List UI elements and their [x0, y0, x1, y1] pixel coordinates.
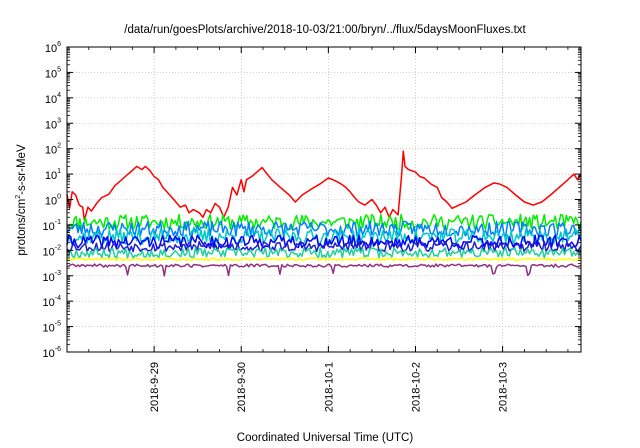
- y-tick-exponent: -3: [55, 270, 61, 277]
- y-axis-label-sup: 2: [15, 195, 22, 199]
- x-axis-label: Coordinated Universal Time (UTC): [237, 432, 414, 444]
- y-tick-label: 103: [45, 117, 61, 131]
- y-axis-label-post: -s-sr-MeV: [16, 144, 28, 195]
- y-tick-label: 101: [45, 168, 61, 182]
- y-tick-exponent: 4: [57, 92, 61, 99]
- x-tick-label: 2018-10-1: [323, 362, 335, 412]
- y-tick-label: 10-6: [43, 346, 62, 360]
- y-tick-base: 10: [43, 323, 55, 335]
- x-tick-label: 2018-10-2: [410, 362, 422, 412]
- series-line-9: [66, 263, 582, 277]
- y-tick-label: 102: [45, 143, 61, 157]
- series-line-6: [66, 240, 582, 253]
- y-tick-base: 10: [43, 246, 55, 258]
- y-axis-label: protons/cm2-s-sr-MeV: [15, 144, 28, 256]
- y-tick-base: 10: [45, 170, 57, 182]
- x-tick-label: 2018-9-29: [149, 362, 161, 412]
- axis-ticks: [67, 46, 581, 353]
- x-tick-label: 2018-10-3: [498, 362, 510, 412]
- y-tick-exponent: 0: [57, 194, 61, 201]
- x-tick-label: 2018-9-30: [236, 362, 248, 412]
- series-line-1: [66, 150, 582, 222]
- y-tick-base: 10: [43, 297, 55, 309]
- y-tick-base: 10: [45, 68, 57, 80]
- y-tick-base: 10: [45, 145, 57, 157]
- y-tick-exponent: -5: [55, 321, 61, 328]
- y-tick-exponent: -1: [55, 219, 61, 226]
- y-tick-base: 10: [45, 43, 57, 55]
- y-tick-exponent: -4: [55, 295, 61, 302]
- x-tick-labels: 2018-9-29 2018-9-30 2018-10-1 2018-10-2 2018…: [149, 362, 509, 412]
- y-tick-labels: 10-610-510-410-310-210-11001011021031041…: [43, 41, 62, 360]
- y-tick-exponent: 6: [57, 41, 61, 48]
- y-tick-base: 10: [43, 348, 55, 360]
- y-tick-exponent: -6: [55, 346, 61, 353]
- y-tick-exponent: 3: [57, 117, 61, 124]
- series-line-8: [66, 257, 582, 262]
- series-line-2: [66, 213, 582, 231]
- series-line-7: [66, 246, 582, 259]
- y-tick-exponent: -2: [55, 244, 61, 251]
- y-tick-label: 106: [45, 41, 61, 55]
- series-line-4: [66, 228, 582, 245]
- y-tick-label: 105: [45, 66, 61, 80]
- y-tick-label: 10-4: [43, 295, 62, 309]
- y-tick-base: 10: [43, 221, 55, 233]
- y-tick-exponent: 1: [57, 168, 61, 175]
- y-tick-exponent: 2: [57, 143, 61, 150]
- y-tick-base: 10: [43, 272, 55, 284]
- chart-title: /data/run/goesPlots/archive/2018-10-03/2…: [124, 24, 526, 36]
- y-tick-label: 10-3: [43, 270, 62, 284]
- y-tick-base: 10: [45, 196, 57, 208]
- y-tick-base: 10: [45, 94, 57, 106]
- y-tick-label: 10-1: [43, 219, 62, 233]
- y-tick-exponent: 5: [57, 66, 61, 73]
- y-tick-label: 100: [45, 194, 61, 208]
- y-tick-label: 104: [45, 92, 61, 106]
- series-layer: [66, 150, 582, 277]
- y-axis-label-pre: protons/cm: [16, 199, 28, 256]
- y-tick-base: 10: [45, 119, 57, 131]
- y-tick-label: 10-2: [43, 244, 62, 258]
- y-tick-label: 10-5: [43, 321, 62, 335]
